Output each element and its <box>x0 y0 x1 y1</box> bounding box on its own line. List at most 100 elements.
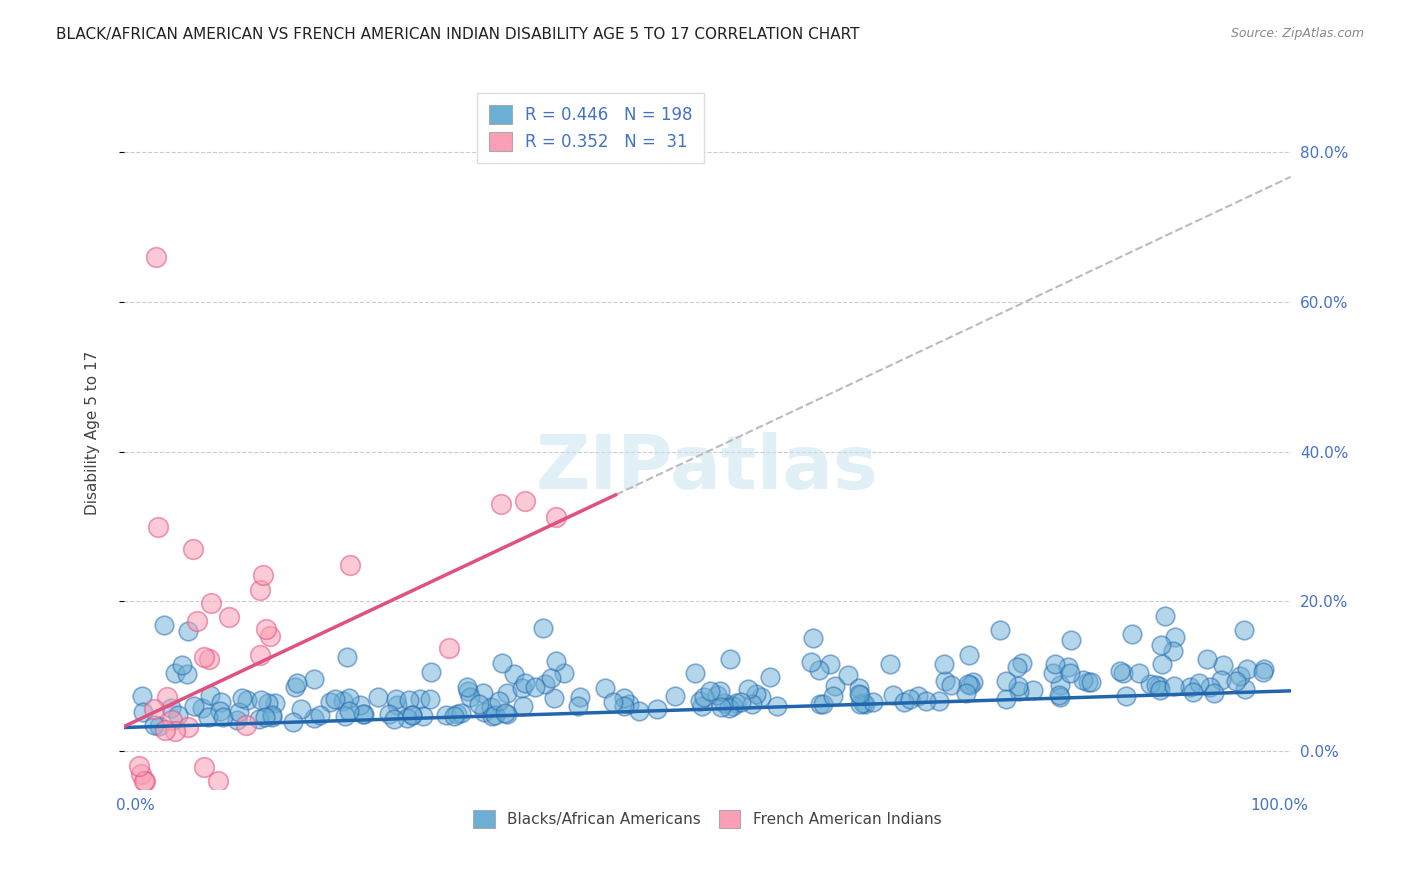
Point <box>148 719 170 733</box>
Point <box>1011 657 1033 671</box>
Point <box>367 690 389 705</box>
Point <box>723 698 745 713</box>
Point <box>540 671 562 685</box>
Point <box>249 582 271 597</box>
Point <box>837 668 859 682</box>
Point <box>353 707 375 722</box>
Point <box>450 706 472 721</box>
Point <box>613 698 636 713</box>
Point <box>849 688 872 702</box>
Point <box>1144 678 1167 692</box>
Point <box>250 692 273 706</box>
Point <box>1188 676 1211 690</box>
Point <box>409 692 432 706</box>
Point <box>820 657 842 671</box>
Point <box>332 694 354 708</box>
Point <box>1059 665 1081 680</box>
Point <box>1236 663 1258 677</box>
Point <box>420 665 443 679</box>
Point <box>198 652 221 666</box>
Point <box>231 690 253 705</box>
Point <box>479 700 502 714</box>
Point <box>209 705 232 719</box>
Text: Source: ZipAtlas.com: Source: ZipAtlas.com <box>1230 27 1364 40</box>
Point <box>457 684 479 698</box>
Point <box>225 714 247 728</box>
Point <box>1060 632 1083 647</box>
Point <box>235 718 257 732</box>
Point <box>148 519 170 533</box>
Point <box>131 689 153 703</box>
Point <box>285 675 308 690</box>
Point <box>593 681 616 695</box>
Point <box>811 697 834 711</box>
Point <box>932 657 955 671</box>
Point <box>1042 666 1064 681</box>
Point <box>142 702 165 716</box>
Point <box>143 718 166 732</box>
Point <box>153 618 176 632</box>
Point <box>1212 657 1234 672</box>
Point <box>385 691 408 706</box>
Point <box>745 687 768 701</box>
Point <box>1163 679 1185 693</box>
Point <box>177 624 200 639</box>
Point <box>934 674 956 689</box>
Point <box>1139 676 1161 690</box>
Point <box>645 702 668 716</box>
Point <box>683 666 706 681</box>
Point <box>664 689 686 703</box>
Point <box>488 694 510 708</box>
Text: BLACK/AFRICAN AMERICAN VS FRENCH AMERICAN INDIAN DISABILITY AGE 5 TO 17 CORRELAT: BLACK/AFRICAN AMERICAN VS FRENCH AMERICA… <box>56 27 859 42</box>
Point <box>879 657 901 672</box>
Point <box>128 759 150 773</box>
Point <box>1163 643 1185 657</box>
Point <box>1149 682 1171 697</box>
Point <box>709 684 731 698</box>
Point <box>484 707 506 722</box>
Point <box>724 696 747 710</box>
Point <box>689 694 711 708</box>
Point <box>543 691 565 706</box>
Point <box>1229 669 1251 683</box>
Point <box>1108 664 1130 678</box>
Point <box>385 698 408 713</box>
Point <box>914 694 936 708</box>
Point <box>193 650 215 665</box>
Point <box>1115 689 1137 703</box>
Point <box>257 696 280 710</box>
Point <box>176 720 198 734</box>
Point <box>1150 657 1173 672</box>
Point <box>1199 680 1222 694</box>
Point <box>349 698 371 712</box>
Point <box>690 698 713 713</box>
Point <box>336 649 359 664</box>
Legend: Blacks/African Americans, French American Indians: Blacks/African Americans, French America… <box>467 805 948 834</box>
Point <box>302 711 325 725</box>
Point <box>1195 651 1218 665</box>
Point <box>882 688 904 702</box>
Point <box>198 688 221 702</box>
Point <box>481 708 503 723</box>
Point <box>515 676 537 690</box>
Point <box>191 700 214 714</box>
Point <box>337 704 360 718</box>
Point <box>808 663 831 677</box>
Point <box>1253 662 1275 676</box>
Point <box>262 709 284 723</box>
Point <box>264 697 287 711</box>
Point <box>446 707 468 722</box>
Point <box>281 714 304 729</box>
Point <box>848 688 870 702</box>
Point <box>491 497 513 511</box>
Point <box>1071 673 1094 687</box>
Point <box>1047 688 1070 702</box>
Point <box>134 774 156 789</box>
Point <box>808 697 831 711</box>
Point <box>384 712 406 726</box>
Point <box>801 632 824 646</box>
Point <box>290 702 312 716</box>
Point <box>1202 686 1225 700</box>
Point <box>163 666 186 681</box>
Point <box>568 690 591 705</box>
